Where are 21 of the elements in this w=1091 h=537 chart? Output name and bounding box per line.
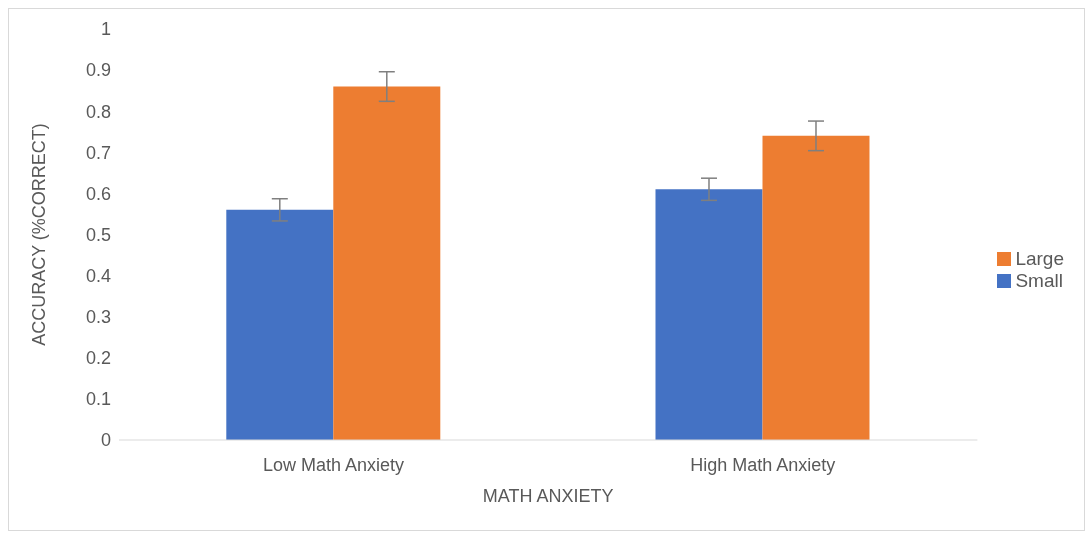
y-tick-label: 1 (100, 19, 111, 40)
y-tick-label: 0.4 (85, 265, 111, 286)
legend-label: Small (1015, 269, 1063, 291)
y-tick-label: 0.6 (85, 183, 111, 204)
y-tick-label: 0 (100, 430, 111, 451)
bar (333, 86, 441, 440)
legend-label: Large (1015, 247, 1064, 269)
x-axis-title: MATH ANXIETY (482, 486, 614, 506)
y-tick-label: 0.8 (85, 101, 111, 122)
y-tick-label: 0.5 (85, 224, 111, 245)
x-tick-label: High Math Anxiety (690, 454, 836, 475)
bar (762, 135, 870, 440)
y-tick-label: 0.9 (85, 60, 111, 81)
x-tick-label: Low Math Anxiety (263, 454, 405, 475)
bar (655, 189, 763, 440)
y-tick-label: 0.2 (85, 348, 111, 369)
y-tick-label: 0.1 (85, 389, 111, 410)
y-axis-title: ACCURACY (%CORRECT) (29, 123, 50, 346)
y-tick-label: 0.3 (85, 307, 111, 328)
y-tick-label: 0.7 (85, 142, 111, 163)
bar (226, 209, 334, 440)
